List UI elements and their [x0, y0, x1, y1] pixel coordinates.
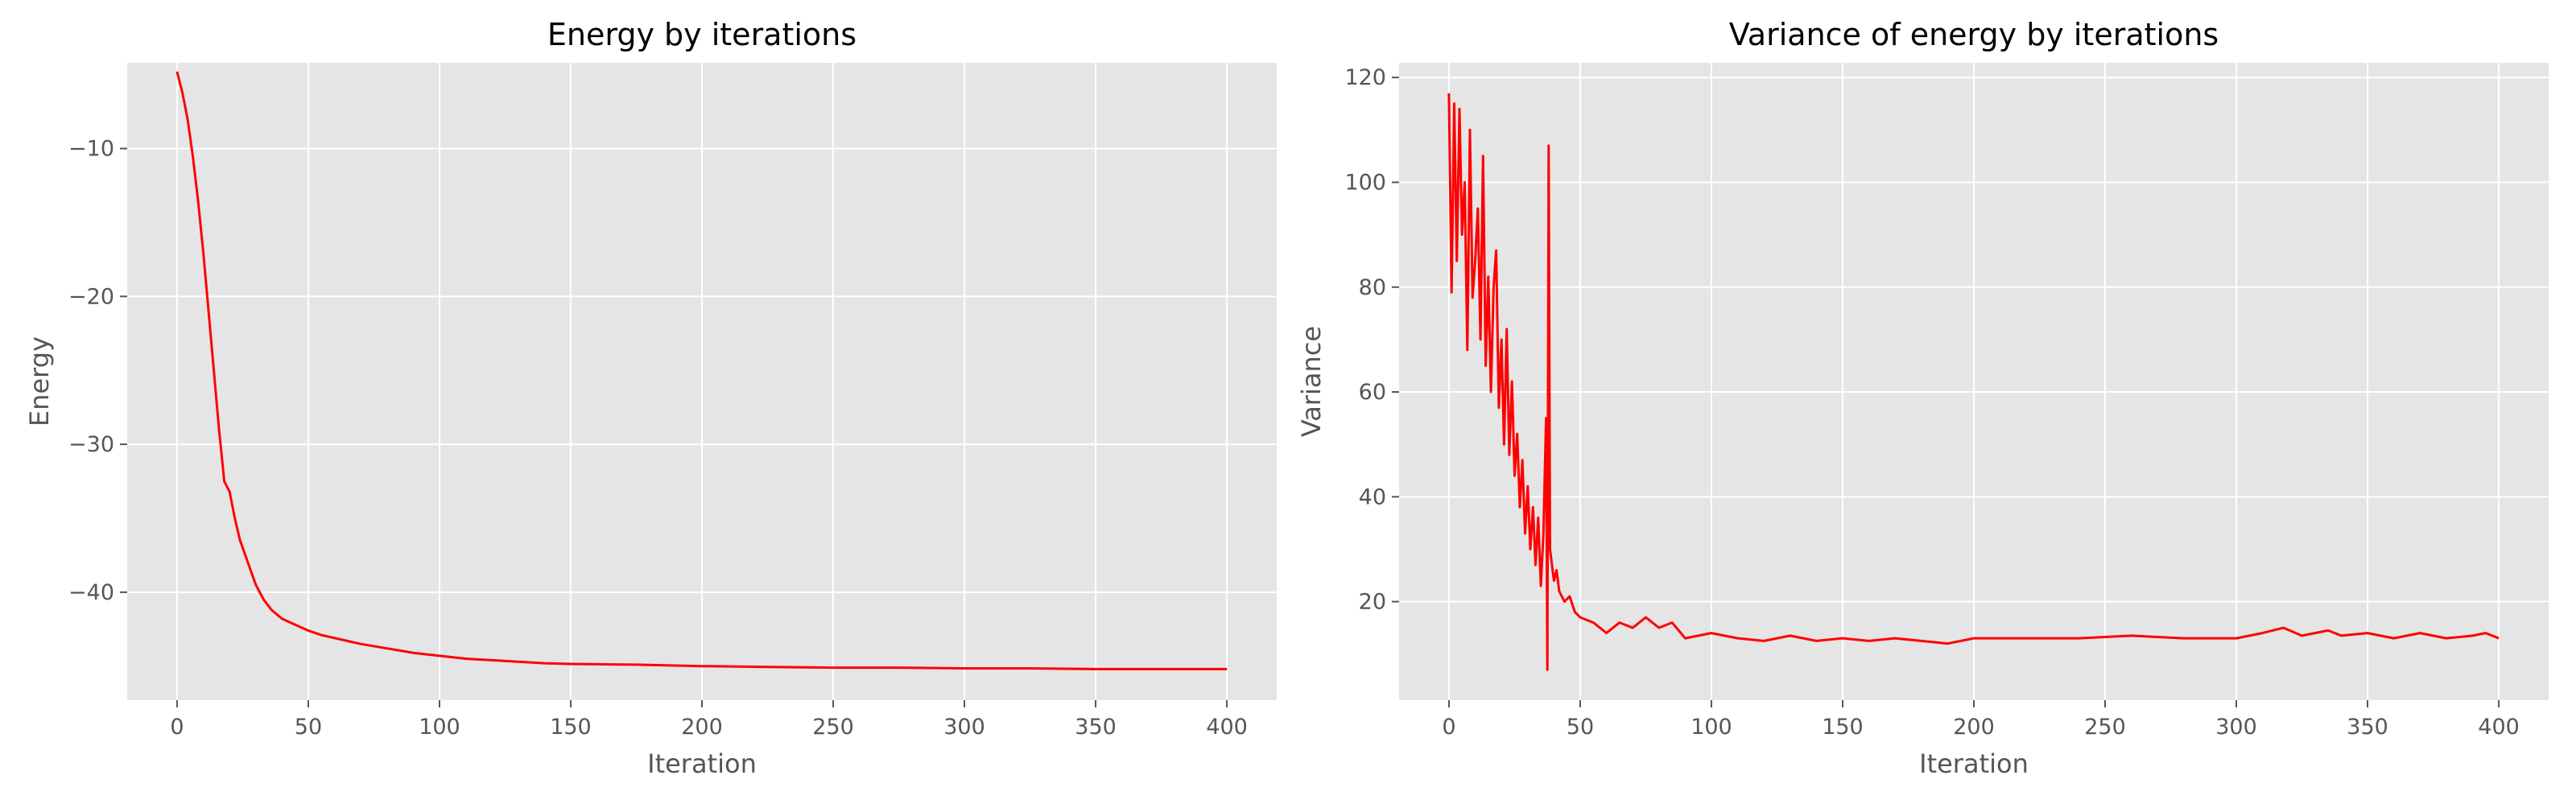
variance-x-tick-label: 400: [2478, 715, 2520, 740]
variance-y-tick-label: 100: [1344, 171, 1386, 196]
variance-y-gridlines: [1399, 76, 2549, 603]
energy-x-tick-label: 0: [170, 715, 184, 740]
energy-y-gridlines: [127, 147, 1277, 593]
variance-x-gridlines: [1447, 63, 2500, 700]
variance-x-axis-label: Iteration: [1919, 748, 2029, 779]
energy-y-tick-label: −30: [68, 432, 114, 457]
energy-y-tick-label: −10: [68, 137, 114, 162]
variance-series-line: [1447, 93, 2500, 671]
variance-x-tick-label: 50: [1567, 715, 1594, 740]
energy-x-tick-label: 250: [812, 715, 854, 740]
variance-x-tick-label: 0: [1442, 715, 1455, 740]
variance-x-tick-label: 350: [2347, 715, 2388, 740]
variance-x-tick-label: 200: [1953, 715, 1995, 740]
energy-x-tick-label: 200: [681, 715, 723, 740]
energy-y-tick-label: −20: [68, 284, 114, 309]
energy-x-axis-label: Iteration: [647, 748, 757, 779]
energy-x-tick-label: 350: [1075, 715, 1117, 740]
energy-series-line: [175, 71, 1228, 670]
energy-x-tick-label: 400: [1206, 715, 1248, 740]
variance-x-ticks: 0 50 100 150 200 250 300 350 400: [1442, 700, 2520, 740]
variance-y-tick-label: 60: [1359, 380, 1386, 405]
energy-y-ticks: −10 −20 −30 −40: [68, 137, 127, 605]
variance-y-tick-label: 20: [1359, 590, 1386, 615]
energy-chart-title: Energy by iterations: [547, 17, 857, 52]
energy-x-tick-label: 150: [550, 715, 592, 740]
energy-y-axis-label: Energy: [24, 336, 55, 427]
variance-x-tick-label: 150: [1822, 715, 1864, 740]
variance-y-axis-label: Variance: [1296, 326, 1327, 437]
energy-x-gridlines: [175, 63, 1228, 700]
variance-subplot: 0 50 100 150 200 250 300 350 400 20406080100120 …: [1296, 17, 2549, 779]
energy-x-tick-label: 50: [295, 715, 322, 740]
variance-y-ticks: 20 40 60 80 100 120: [1344, 65, 1399, 615]
variance-y-tick-label: 80: [1359, 275, 1386, 300]
variance-x-tick-label: 250: [2084, 715, 2126, 740]
variance-y-tick-label: 40: [1359, 484, 1386, 509]
variance-x-tick-label: 100: [1690, 715, 1732, 740]
variance-chart-title: Variance of energy by iterations: [1729, 17, 2219, 52]
energy-subplot: 0 50 100 150 200 250 300 350 400 −10 −20 −30 −40 En…: [24, 17, 1277, 779]
energy-x-tick-label: 300: [943, 715, 985, 740]
energy-x-ticks: 0 50 100 150 200 250 300 350 400: [170, 700, 1248, 740]
energy-y-tick-label: −40: [68, 580, 114, 605]
energy-x-tick-label: 100: [419, 715, 460, 740]
variance-y-tick-label: 120: [1344, 65, 1386, 90]
variance-x-tick-label: 300: [2215, 715, 2257, 740]
